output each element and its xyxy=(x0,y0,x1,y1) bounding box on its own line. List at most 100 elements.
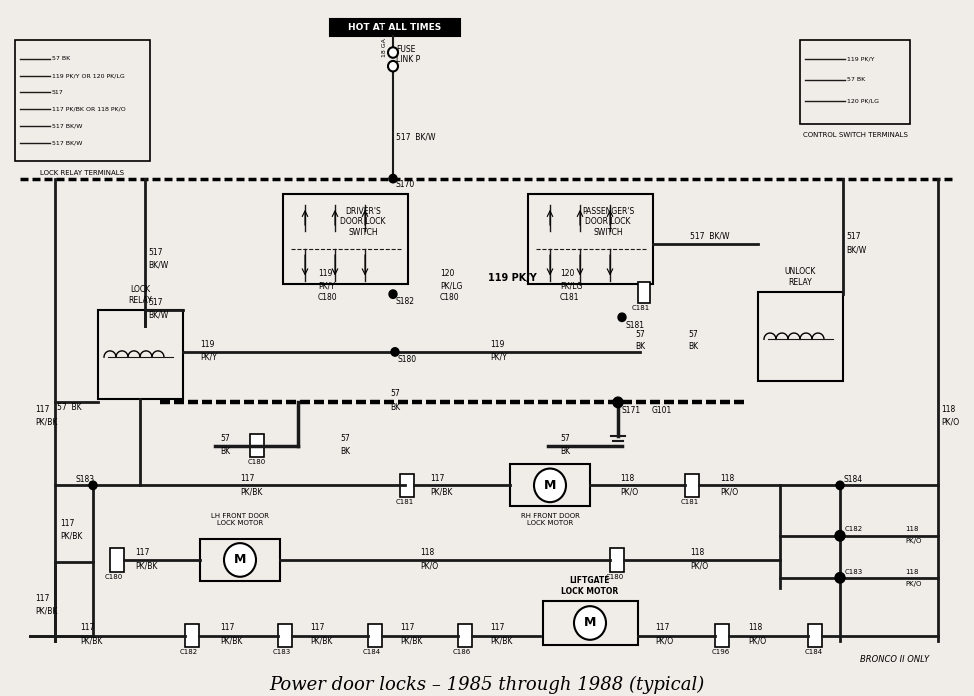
Text: S183: S183 xyxy=(75,475,94,484)
Text: PK/BK: PK/BK xyxy=(135,562,158,571)
Text: PK/BK: PK/BK xyxy=(490,636,512,645)
Text: 57  BK: 57 BK xyxy=(57,403,82,412)
Text: C182: C182 xyxy=(180,649,198,656)
Text: C186: C186 xyxy=(453,649,471,656)
Text: S184: S184 xyxy=(843,475,862,484)
Text: C180: C180 xyxy=(318,293,338,302)
Text: 118: 118 xyxy=(941,405,955,414)
Text: FUSE
LINK P: FUSE LINK P xyxy=(396,45,420,64)
Polygon shape xyxy=(110,548,124,571)
Text: 117: 117 xyxy=(220,623,235,632)
Text: 517 BK/W: 517 BK/W xyxy=(52,141,83,145)
Circle shape xyxy=(835,573,845,583)
Text: PK/O: PK/O xyxy=(690,562,708,571)
Polygon shape xyxy=(400,474,414,497)
Text: PK/LG: PK/LG xyxy=(440,281,463,290)
Circle shape xyxy=(836,481,844,489)
Text: PK/BK: PK/BK xyxy=(35,607,57,616)
Polygon shape xyxy=(250,434,264,457)
Text: S182: S182 xyxy=(396,297,415,306)
Text: C181: C181 xyxy=(681,499,699,505)
Text: PK/LG: PK/LG xyxy=(560,281,582,290)
Text: LH FRONT DOOR
LOCK MOTOR: LH FRONT DOOR LOCK MOTOR xyxy=(211,514,269,526)
Text: HOT AT ALL TIMES: HOT AT ALL TIMES xyxy=(349,23,441,32)
Text: 57: 57 xyxy=(390,390,399,399)
Text: 117: 117 xyxy=(60,519,74,528)
Text: S171: S171 xyxy=(621,406,640,416)
Text: LOCK RELAY TERMINALS: LOCK RELAY TERMINALS xyxy=(40,171,124,176)
Text: M: M xyxy=(234,553,246,567)
Circle shape xyxy=(618,313,626,322)
Text: M: M xyxy=(543,479,556,492)
Text: 119 PK/Y OR 120 PK/LG: 119 PK/Y OR 120 PK/LG xyxy=(52,73,125,78)
Text: 57 BK: 57 BK xyxy=(847,77,865,82)
Polygon shape xyxy=(368,624,382,647)
Text: C181: C181 xyxy=(560,293,580,302)
Text: 118: 118 xyxy=(748,623,763,632)
Text: C180: C180 xyxy=(105,574,124,580)
Circle shape xyxy=(388,61,398,72)
Text: C181: C181 xyxy=(632,305,651,311)
Text: PK/O: PK/O xyxy=(905,581,921,587)
Text: C180: C180 xyxy=(248,459,266,465)
Text: BK: BK xyxy=(340,448,350,457)
Text: 118: 118 xyxy=(690,548,704,557)
Text: G101: G101 xyxy=(652,406,672,416)
Text: 117 PK/BK OR 118 PK/O: 117 PK/BK OR 118 PK/O xyxy=(52,106,126,112)
Text: 117: 117 xyxy=(400,623,414,632)
Text: 57: 57 xyxy=(220,434,230,443)
Circle shape xyxy=(89,481,97,489)
Text: 57: 57 xyxy=(340,434,350,443)
Text: Power door locks – 1985 through 1988 (typical): Power door locks – 1985 through 1988 (ty… xyxy=(270,676,704,694)
Text: 118: 118 xyxy=(905,569,918,574)
Polygon shape xyxy=(330,19,460,35)
Circle shape xyxy=(574,606,606,640)
Text: PK/BK: PK/BK xyxy=(310,636,332,645)
Text: PK/O: PK/O xyxy=(905,538,921,544)
Polygon shape xyxy=(278,624,292,647)
Text: PK/O: PK/O xyxy=(620,487,638,496)
Polygon shape xyxy=(610,548,624,571)
Text: PK/BK: PK/BK xyxy=(35,418,57,427)
Text: M: M xyxy=(583,617,596,629)
Text: PK/Y: PK/Y xyxy=(490,353,506,362)
Text: C181: C181 xyxy=(396,499,414,505)
Text: PK/O: PK/O xyxy=(420,562,438,571)
Polygon shape xyxy=(808,624,822,647)
Text: LIFTGATE
LOCK MOTOR: LIFTGATE LOCK MOTOR xyxy=(561,576,618,596)
Text: UNLOCK
RELAY: UNLOCK RELAY xyxy=(784,267,815,287)
Circle shape xyxy=(613,397,623,408)
Text: 118: 118 xyxy=(420,548,434,557)
Text: C182: C182 xyxy=(845,526,863,532)
Text: PK/BK: PK/BK xyxy=(80,636,102,645)
Text: BK: BK xyxy=(688,342,698,351)
Text: BK: BK xyxy=(560,448,570,457)
Text: BK: BK xyxy=(635,342,645,351)
Text: 119 PK/Y: 119 PK/Y xyxy=(488,274,537,283)
Circle shape xyxy=(835,530,845,541)
Circle shape xyxy=(389,290,397,299)
Polygon shape xyxy=(185,624,199,647)
Text: PASSENGER'S
DOOR LOCK
SWITCH: PASSENGER'S DOOR LOCK SWITCH xyxy=(581,207,634,237)
Circle shape xyxy=(388,47,398,58)
Text: C183: C183 xyxy=(273,649,291,656)
Text: BK/W: BK/W xyxy=(148,310,169,319)
Text: 118: 118 xyxy=(620,473,634,482)
Text: S170: S170 xyxy=(396,180,415,189)
Text: 119 PK/Y: 119 PK/Y xyxy=(847,56,875,61)
Text: 117: 117 xyxy=(310,623,324,632)
Circle shape xyxy=(389,175,397,183)
Text: PK/BK: PK/BK xyxy=(430,487,452,496)
Text: 118: 118 xyxy=(720,473,734,482)
Text: PK/O: PK/O xyxy=(655,636,673,645)
Text: BK/W: BK/W xyxy=(148,260,169,269)
Text: DRIVER'S
DOOR LOCK
SWITCH: DRIVER'S DOOR LOCK SWITCH xyxy=(340,207,386,237)
Circle shape xyxy=(534,468,566,503)
Text: 18 GA RED: 18 GA RED xyxy=(383,23,388,57)
Text: 57 BK: 57 BK xyxy=(52,56,70,61)
Text: C184: C184 xyxy=(805,649,823,656)
Text: 117: 117 xyxy=(490,623,505,632)
Text: 119: 119 xyxy=(318,269,332,278)
Text: 517: 517 xyxy=(846,232,860,241)
Text: 117: 117 xyxy=(430,473,444,482)
